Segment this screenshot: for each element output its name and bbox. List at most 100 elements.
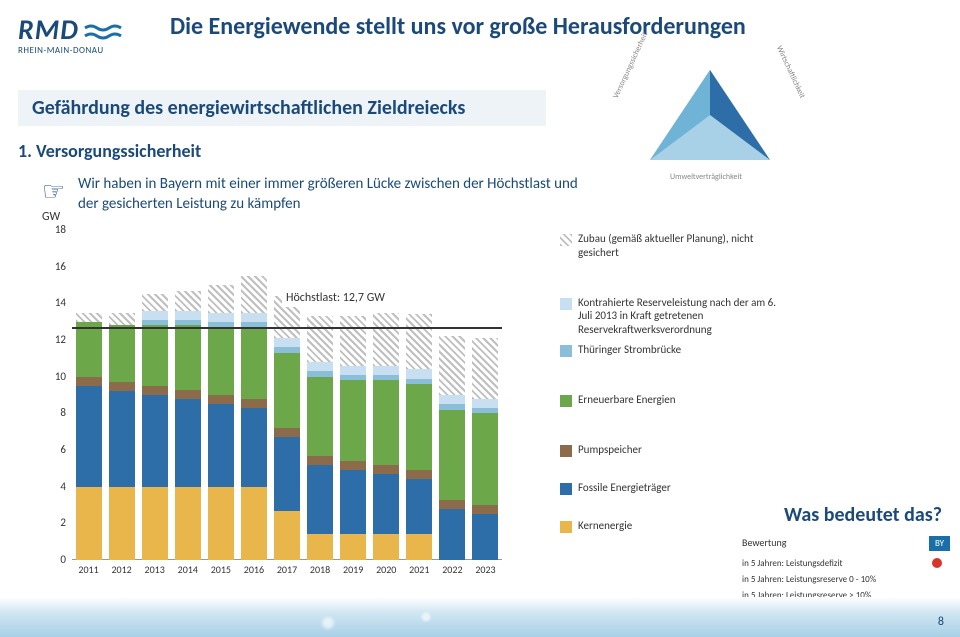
seg-fossil xyxy=(76,386,102,487)
seg-kontra xyxy=(439,395,465,404)
seg-pump xyxy=(439,500,465,509)
seg-fossil xyxy=(307,465,333,535)
seg-zubau xyxy=(439,336,465,395)
bar-2020 xyxy=(373,313,399,561)
seg-kern xyxy=(142,487,168,560)
logo-block: RMD RHEIN-MAIN-DONAU xyxy=(18,12,125,56)
bewertung-by-badge: BY xyxy=(929,536,950,551)
seg-ee xyxy=(340,380,366,461)
seg-pump xyxy=(241,399,267,408)
seg-fossil xyxy=(175,399,201,487)
x-label: 2023 xyxy=(470,563,500,576)
seg-pump xyxy=(373,465,399,474)
seg-pump xyxy=(406,470,432,479)
seg-thuer xyxy=(406,379,432,385)
pointing-hand-icon: ☞ xyxy=(42,175,65,207)
seg-zubau xyxy=(175,291,201,311)
seg-fossil xyxy=(241,408,267,487)
section-1-text: Wir haben in Bayern mit einer immer größ… xyxy=(78,175,578,214)
seg-zubau xyxy=(406,314,432,369)
seg-kontra xyxy=(373,366,399,375)
seg-kontra xyxy=(241,313,267,322)
x-label: 2016 xyxy=(239,563,269,576)
footer-water-decor xyxy=(0,597,960,637)
y-tick: 4 xyxy=(40,480,66,493)
hoechstlast-line xyxy=(72,327,502,329)
seg-pump xyxy=(472,505,498,514)
seg-fossil xyxy=(373,474,399,535)
seg-ee xyxy=(373,380,399,464)
seg-fossil xyxy=(472,514,498,560)
seg-fossil xyxy=(274,437,300,510)
swatch-kern-icon xyxy=(560,521,572,533)
seg-ee xyxy=(274,353,300,428)
capacity-chart: 024681012141618 201120122013201420152016… xyxy=(40,230,510,590)
seg-ee xyxy=(406,384,432,470)
y-tick: 8 xyxy=(40,406,66,419)
seg-ee xyxy=(76,322,102,377)
seg-pump xyxy=(142,386,168,395)
seg-fossil xyxy=(109,391,135,486)
seg-ee xyxy=(439,410,465,500)
seg-kern xyxy=(307,534,333,560)
swatch-zubau-icon xyxy=(560,234,572,246)
legend-kern: Kernenergie xyxy=(560,519,780,533)
x-label: 2017 xyxy=(272,563,302,576)
seg-kontra xyxy=(142,311,168,320)
seg-ee xyxy=(472,413,498,505)
y-tick: 0 xyxy=(40,553,66,566)
seg-thuer xyxy=(373,375,399,381)
bewertung-heading: Bewertung xyxy=(742,536,942,549)
seg-ee xyxy=(109,325,135,382)
seg-pump xyxy=(340,461,366,470)
triangle-label-bottom: Umweltverträglichkeit xyxy=(670,172,742,182)
seg-kontra xyxy=(208,313,234,322)
swatch-fossil-icon xyxy=(560,483,572,495)
seg-kern xyxy=(406,534,432,560)
bewertung-row-1: in 5 Jahren: Leistungsdefizit xyxy=(742,558,942,569)
page-title: Die Energiewende stellt uns vor große He… xyxy=(170,12,746,41)
y-axis-unit: GW xyxy=(42,210,60,224)
seg-pump xyxy=(175,390,201,399)
bar-2021 xyxy=(406,314,432,560)
bar-2014 xyxy=(175,291,201,561)
y-tick: 18 xyxy=(40,223,66,236)
seg-ee xyxy=(241,327,267,399)
bar-2016 xyxy=(241,276,267,560)
page-number: 8 xyxy=(938,615,944,629)
chart-legend: Zubau (gemäß aktueller Planung), nicht g… xyxy=(560,232,780,539)
x-label: 2020 xyxy=(371,563,401,576)
y-tick: 14 xyxy=(40,296,66,309)
seg-kontra xyxy=(472,399,498,408)
bar-2011 xyxy=(76,313,102,561)
seg-pump xyxy=(109,382,135,391)
seg-kontra xyxy=(406,369,432,378)
seg-thuer xyxy=(472,408,498,414)
y-axis: 024681012141618 xyxy=(40,230,68,560)
seg-pump xyxy=(76,377,102,386)
seg-fossil xyxy=(406,479,432,534)
seg-ee xyxy=(208,327,234,395)
subtitle-bar: Gefährdung des energiewirtschaftlichen Z… xyxy=(18,90,546,126)
seg-ee xyxy=(175,325,201,389)
seg-thuer xyxy=(307,371,333,377)
legend-ee: Erneuerbare Energien xyxy=(560,393,780,407)
section-1-heading: 1. Versorgungssicherheit xyxy=(18,140,201,162)
seg-pump xyxy=(208,395,234,404)
y-tick: 10 xyxy=(40,370,66,383)
seg-kern xyxy=(373,534,399,560)
seg-ee xyxy=(142,325,168,386)
seg-fossil xyxy=(142,395,168,487)
seg-kontra xyxy=(340,366,366,375)
bar-2017 xyxy=(274,296,300,560)
seg-kern xyxy=(109,487,135,560)
legend-thuer: Thüringer Strombrücke xyxy=(560,343,780,357)
seg-pump xyxy=(274,428,300,437)
bar-2018 xyxy=(307,316,333,560)
seg-zubau xyxy=(142,294,168,311)
y-tick: 16 xyxy=(40,260,66,273)
seg-fossil xyxy=(208,404,234,487)
bewertung-row-2: in 5 Jahren: Leistungsreserve 0 - 10% xyxy=(742,574,942,585)
seg-fossil xyxy=(439,509,465,560)
seg-thuer xyxy=(142,320,168,326)
